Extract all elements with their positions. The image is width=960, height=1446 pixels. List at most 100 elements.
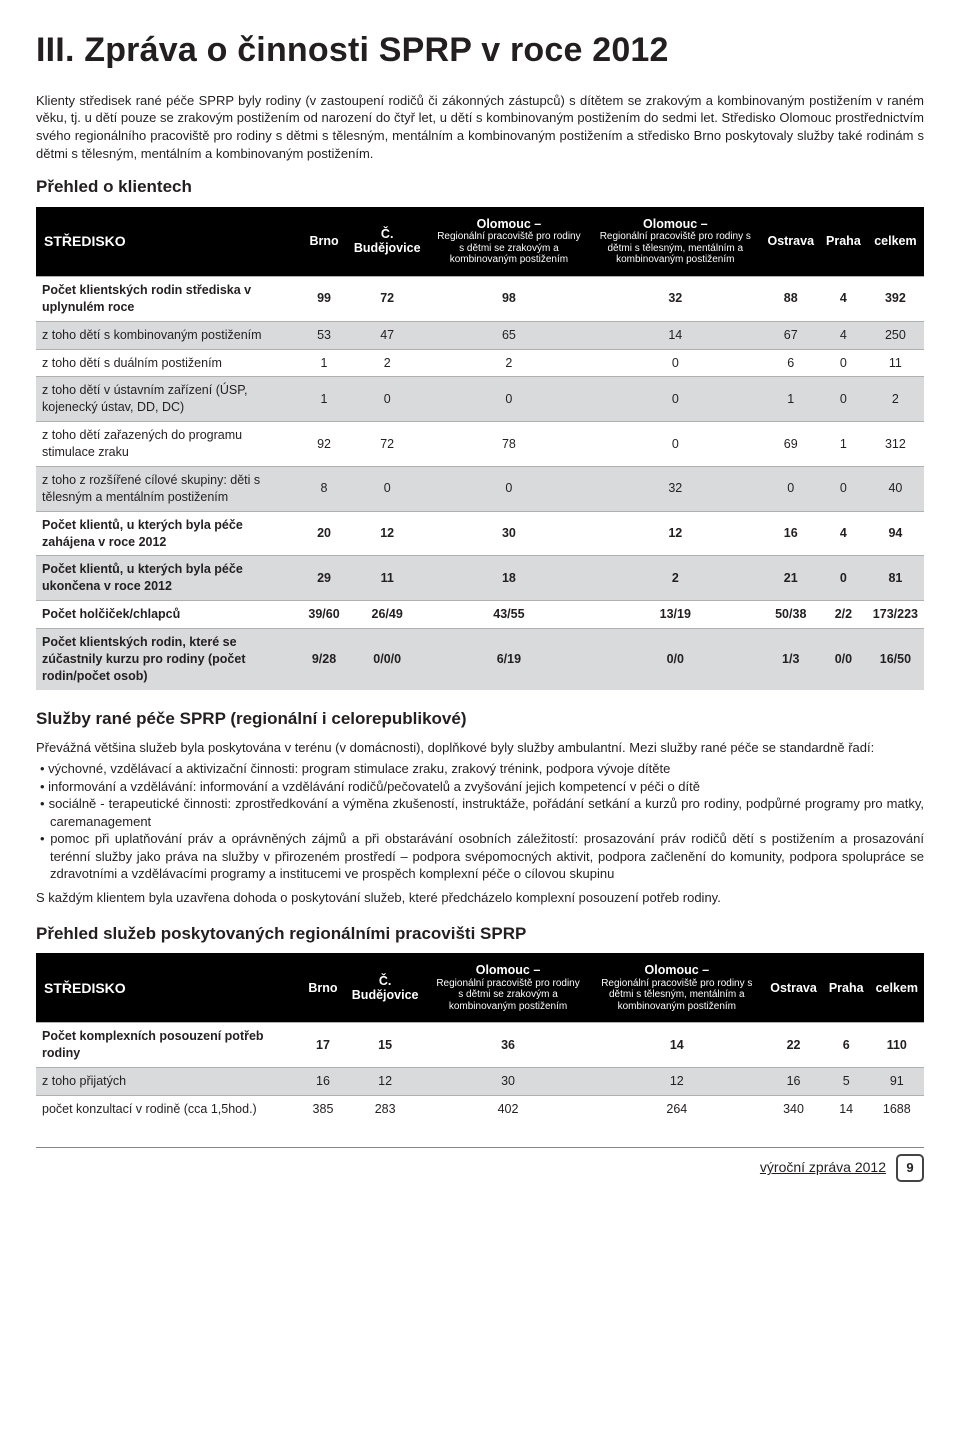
row-label: z toho dětí s kombinovaným postižením bbox=[36, 321, 302, 349]
cell: 47 bbox=[346, 321, 429, 349]
cell: 2/2 bbox=[820, 601, 867, 629]
footer-label: výroční zpráva 2012 bbox=[760, 1158, 886, 1177]
cell: 78 bbox=[429, 422, 589, 467]
row-label: z toho dětí s duálním postižením bbox=[36, 349, 302, 377]
cell: 17 bbox=[302, 1023, 343, 1068]
row-label: Počet klientských rodin, které se zúčast… bbox=[36, 629, 302, 690]
cell: 12 bbox=[589, 511, 761, 556]
bullet-item: sociálně - terapeutické činnosti: zprost… bbox=[50, 795, 924, 830]
cell: 2 bbox=[867, 377, 924, 422]
cell: 12 bbox=[344, 1068, 427, 1096]
clients-table-head: STŘEDISKO Brno Č. Budějovice Olomouc – R… bbox=[36, 207, 924, 276]
services-bullets: výchovné, vzdělávací a aktivizační činno… bbox=[36, 760, 924, 883]
cell: 0 bbox=[429, 466, 589, 511]
clients-table-body: Počet klientských rodin střediska v uply… bbox=[36, 276, 924, 689]
th2-brno: Brno bbox=[302, 953, 343, 1022]
cell: 173/223 bbox=[867, 601, 924, 629]
cell: 53 bbox=[302, 321, 345, 349]
table-row: Počet klientů, u kterých byla péče zaháj… bbox=[36, 511, 924, 556]
intro-paragraph: Klienty středisek rané péče SPRP byly ro… bbox=[36, 92, 924, 162]
row-label: Počet klientů, u kterých byla péče ukonč… bbox=[36, 556, 302, 601]
cell: 43/55 bbox=[429, 601, 589, 629]
th2-celkem: celkem bbox=[870, 953, 924, 1022]
cell: 13/19 bbox=[589, 601, 761, 629]
cell: 69 bbox=[761, 422, 820, 467]
cell: 1 bbox=[302, 349, 345, 377]
cell: 91 bbox=[870, 1068, 924, 1096]
cell: 20 bbox=[302, 511, 345, 556]
th-olomouc2: Olomouc – Regionální pracoviště pro rodi… bbox=[589, 207, 761, 276]
th2-olomouc2: Olomouc – Regionální pracoviště pro rodi… bbox=[589, 953, 764, 1022]
cell: 30 bbox=[427, 1068, 590, 1096]
row-label: z toho dětí v ústavním zařízení (ÚSP, ko… bbox=[36, 377, 302, 422]
cell: 2 bbox=[429, 349, 589, 377]
cell: 2 bbox=[346, 349, 429, 377]
table-row: z toho z rozšířené cílové skupiny: děti … bbox=[36, 466, 924, 511]
cell: 1 bbox=[820, 422, 867, 467]
services-closing: S každým klientem byla uzavřena dohoda o… bbox=[36, 889, 924, 907]
cell: 0 bbox=[589, 377, 761, 422]
cell: 72 bbox=[346, 276, 429, 321]
cell: 12 bbox=[346, 511, 429, 556]
table-row: z toho dětí s kombinovaným postižením534… bbox=[36, 321, 924, 349]
cell: 36 bbox=[427, 1023, 590, 1068]
cell: 0/0 bbox=[820, 629, 867, 690]
table-row: z toho přijatých1612301216591 bbox=[36, 1068, 924, 1096]
cell: 283 bbox=[344, 1095, 427, 1122]
cell: 94 bbox=[867, 511, 924, 556]
cell: 40 bbox=[867, 466, 924, 511]
row-label: Počet klientských rodin střediska v uply… bbox=[36, 276, 302, 321]
cell: 14 bbox=[589, 321, 761, 349]
table-row: z toho dětí v ústavním zařízení (ÚSP, ko… bbox=[36, 377, 924, 422]
cell: 0 bbox=[346, 377, 429, 422]
cell: 50/38 bbox=[761, 601, 820, 629]
cell: 0 bbox=[820, 377, 867, 422]
footer-page-number: 9 bbox=[896, 1154, 924, 1182]
row-label: z toho přijatých bbox=[36, 1068, 302, 1096]
cell: 0 bbox=[820, 349, 867, 377]
table-row: z toho dětí zařazených do programu stimu… bbox=[36, 422, 924, 467]
bullet-item: výchovné, vzdělávací a aktivizační činno… bbox=[50, 760, 924, 778]
section1-heading: Přehled o klientech bbox=[36, 176, 924, 199]
cell: 4 bbox=[820, 321, 867, 349]
cell: 92 bbox=[302, 422, 345, 467]
cell: 11 bbox=[867, 349, 924, 377]
cell: 0/0/0 bbox=[346, 629, 429, 690]
th2-budejovice: Č. Budějovice bbox=[344, 953, 427, 1022]
cell: 0 bbox=[589, 349, 761, 377]
table-row: Počet klientských rodin, které se zúčast… bbox=[36, 629, 924, 690]
page-title: III. Zpráva o činnosti SPRP v roce 2012 bbox=[36, 28, 924, 74]
row-label: z toho dětí zařazených do programu stimu… bbox=[36, 422, 302, 467]
cell: 8 bbox=[302, 466, 345, 511]
cell: 88 bbox=[761, 276, 820, 321]
services-heading: Služby rané péče SPRP (regionální i celo… bbox=[36, 708, 924, 731]
cell: 18 bbox=[429, 556, 589, 601]
cell: 0 bbox=[346, 466, 429, 511]
cell: 29 bbox=[302, 556, 345, 601]
cell: 1 bbox=[302, 377, 345, 422]
cell: 402 bbox=[427, 1095, 590, 1122]
cell: 16 bbox=[761, 511, 820, 556]
clients-table: STŘEDISKO Brno Č. Budějovice Olomouc – R… bbox=[36, 207, 924, 690]
table-row: z toho dětí s duálním postižením12206011 bbox=[36, 349, 924, 377]
cell: 16 bbox=[764, 1068, 823, 1096]
cell: 264 bbox=[589, 1095, 764, 1122]
services-table-head: STŘEDISKO Brno Č. Budějovice Olomouc – R… bbox=[36, 953, 924, 1022]
th-ostrava: Ostrava bbox=[761, 207, 820, 276]
bullet-item: pomoc při uplatňování práv a oprávněných… bbox=[50, 830, 924, 883]
cell: 250 bbox=[867, 321, 924, 349]
cell: 392 bbox=[867, 276, 924, 321]
row-label: Počet klientů, u kterých byla péče zaháj… bbox=[36, 511, 302, 556]
th-olomouc1: Olomouc – Regionální pracoviště pro rodi… bbox=[429, 207, 589, 276]
cell: 12 bbox=[589, 1068, 764, 1096]
cell: 0/0 bbox=[589, 629, 761, 690]
cell: 5 bbox=[823, 1068, 870, 1096]
th2-olomouc1: Olomouc – Regionální pracoviště pro rodi… bbox=[427, 953, 590, 1022]
cell: 0 bbox=[589, 422, 761, 467]
cell: 1/3 bbox=[761, 629, 820, 690]
th2-praha: Praha bbox=[823, 953, 870, 1022]
table-row: počet konzultací v rodině (cca 1,5hod.)3… bbox=[36, 1095, 924, 1122]
cell: 0 bbox=[820, 556, 867, 601]
th-budejovice: Č. Budějovice bbox=[346, 207, 429, 276]
cell: 9/28 bbox=[302, 629, 345, 690]
